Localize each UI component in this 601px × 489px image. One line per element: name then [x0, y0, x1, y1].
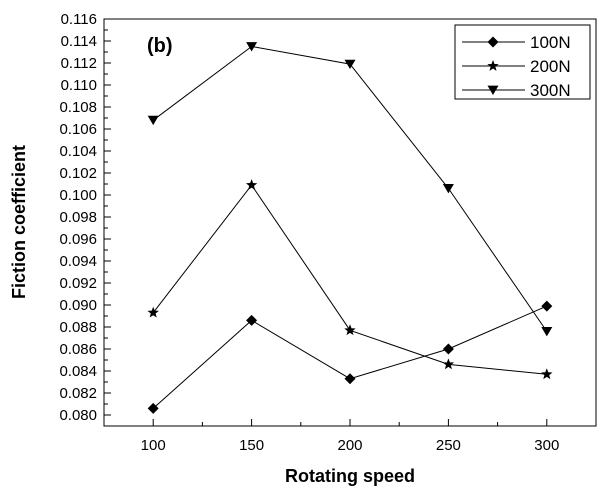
x-tick-label: 100 [141, 437, 166, 454]
legend-entry: 100N [462, 33, 571, 52]
data-point [541, 300, 553, 312]
y-tick-label: 0.096 [59, 231, 97, 248]
data-point [344, 373, 356, 385]
data-point [442, 343, 454, 355]
x-tick-label: 300 [534, 437, 559, 454]
data-point [147, 402, 159, 414]
y-tick-label: 0.112 [61, 55, 97, 72]
y-tick-label: 0.114 [61, 33, 97, 50]
y-tick-label: 0.088 [59, 319, 97, 336]
y-tick-label: 0.100 [59, 187, 97, 204]
y-tick-label: 0.094 [59, 253, 97, 270]
legend-marker [487, 36, 499, 48]
data-point [541, 368, 553, 380]
y-axis-title: Fiction coefficient [9, 145, 29, 299]
data-point [246, 314, 258, 326]
y-tick-label: 0.092 [59, 275, 97, 292]
data-point [245, 179, 258, 190]
data-point [246, 42, 258, 52]
data-point [344, 59, 356, 70]
legend-marker [487, 85, 499, 95]
series-200N [147, 179, 553, 380]
y-tick-label: 0.090 [59, 297, 97, 314]
y-axis: 0.080 0.082 0.084 0.086 0.088 0.090 0.092 0.094… [59, 11, 111, 424]
y-tick-label: 0.082 [59, 385, 97, 402]
y-tick-label: 0.104 [59, 143, 97, 160]
legend-label: 300N [530, 81, 571, 100]
legend-entry: 300N [462, 81, 571, 100]
y-tick-label: 0.102 [59, 165, 97, 182]
y-tick-label: 0.080 [59, 407, 97, 424]
data-point [541, 327, 553, 337]
x-tick-label: 150 [239, 437, 264, 454]
legend-entry: 200N [462, 57, 571, 76]
series-300N [147, 42, 553, 337]
series-line [152, 184, 547, 375]
panel-label: (b) [147, 35, 173, 57]
x-tick-label: 200 [337, 437, 362, 454]
legend-label: 100N [530, 33, 571, 52]
y-tick-label: 0.108 [59, 99, 97, 116]
data-point [344, 324, 356, 336]
y-tick-label: 0.110 [61, 77, 97, 94]
series-line [152, 305, 547, 409]
x-tick-label: 250 [436, 437, 461, 454]
legend: 100N 200N 300N [454, 24, 591, 100]
data-point [442, 184, 454, 194]
x-axis: 100 150 200 250 300 [103, 419, 597, 454]
y-tick-label: 0.084 [59, 363, 97, 380]
series-100N [147, 300, 553, 414]
legend-marker [487, 60, 499, 71]
legend-label: 200N [530, 57, 571, 76]
y-tick-label: 0.116 [61, 11, 97, 28]
y-tick-label: 0.106 [59, 121, 97, 138]
data-point [147, 115, 159, 126]
x-axis-title: Rotating speed [285, 466, 415, 486]
legend-box [454, 24, 591, 100]
y-tick-label: 0.098 [59, 209, 97, 226]
y-tick-label: 0.086 [59, 341, 97, 358]
data-point [147, 306, 159, 318]
series-layer [147, 42, 553, 414]
data-point [442, 358, 455, 370]
